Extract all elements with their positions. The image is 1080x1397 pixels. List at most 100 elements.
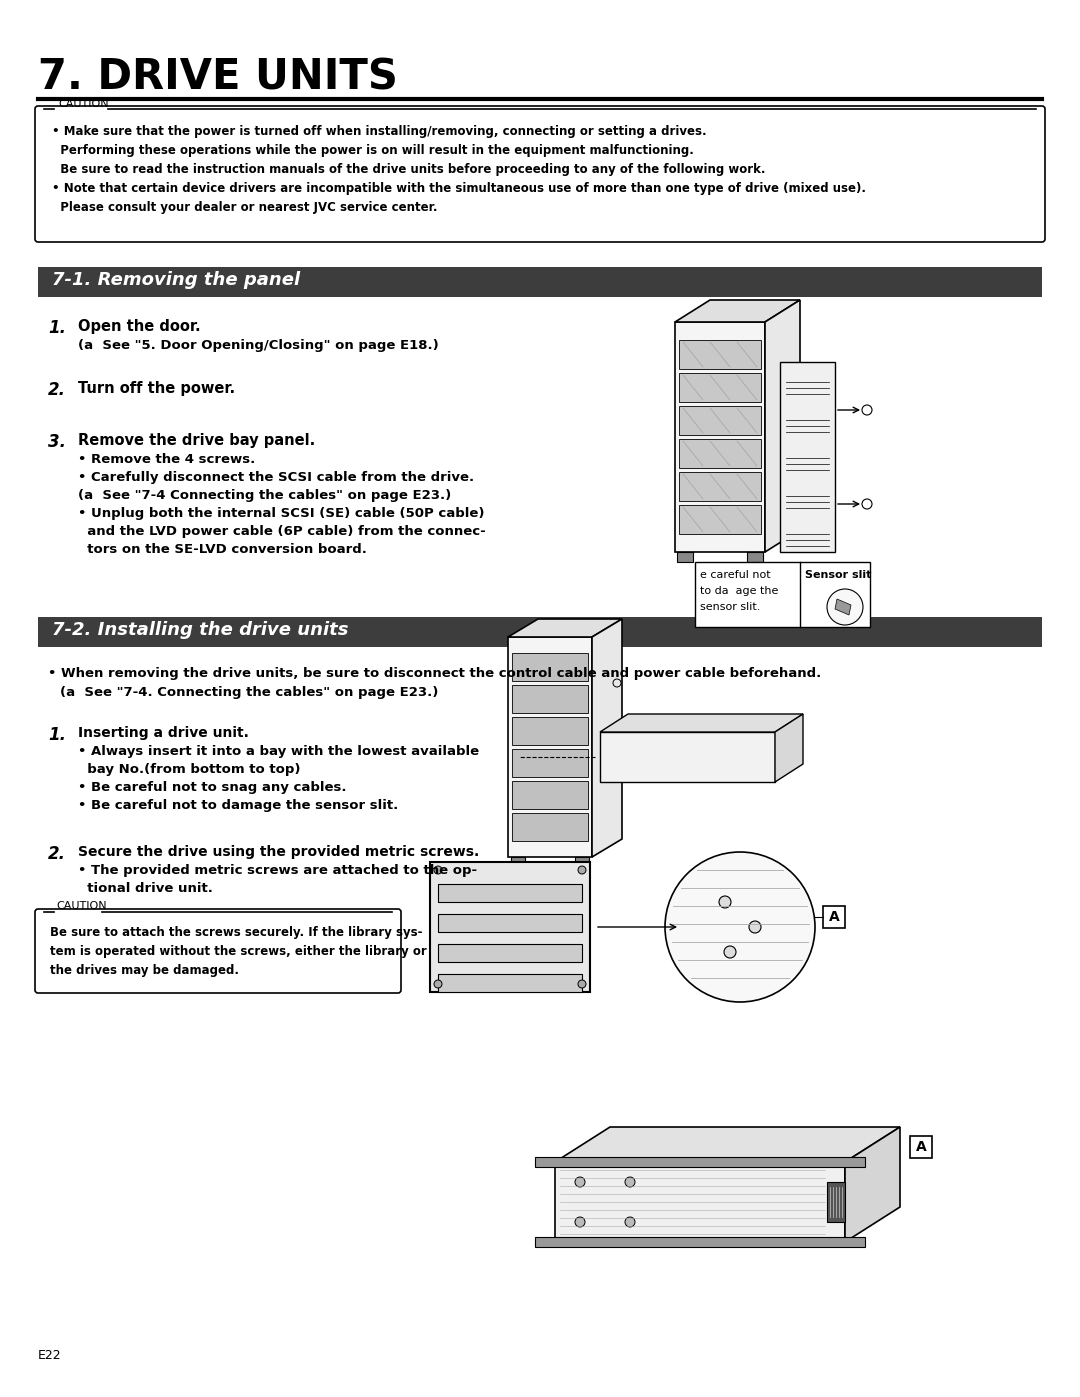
Circle shape xyxy=(665,852,815,1002)
Polygon shape xyxy=(679,504,761,534)
Polygon shape xyxy=(512,781,588,809)
Text: A: A xyxy=(828,909,839,923)
Text: • Be careful not to damage the sensor slit.: • Be careful not to damage the sensor sl… xyxy=(78,799,399,812)
Polygon shape xyxy=(677,552,693,562)
Text: bay No.(from bottom to top): bay No.(from bottom to top) xyxy=(78,763,300,775)
Text: Remove the drive bay panel.: Remove the drive bay panel. xyxy=(78,433,315,448)
Polygon shape xyxy=(679,373,761,402)
FancyBboxPatch shape xyxy=(696,562,870,627)
Polygon shape xyxy=(512,813,588,841)
Text: A: A xyxy=(916,1140,927,1154)
Text: 7-1. Removing the panel: 7-1. Removing the panel xyxy=(52,271,300,289)
FancyBboxPatch shape xyxy=(35,106,1045,242)
Polygon shape xyxy=(600,732,775,782)
Text: 2.: 2. xyxy=(48,845,66,863)
Text: Please consult your dealer or nearest JVC service center.: Please consult your dealer or nearest JV… xyxy=(52,201,437,214)
Polygon shape xyxy=(675,300,800,321)
Polygon shape xyxy=(512,717,588,745)
Text: e careful not: e careful not xyxy=(700,570,771,580)
Polygon shape xyxy=(675,321,765,552)
Circle shape xyxy=(575,1217,585,1227)
Polygon shape xyxy=(575,856,589,865)
Text: to da  age the: to da age the xyxy=(700,585,779,597)
Circle shape xyxy=(578,981,586,988)
Polygon shape xyxy=(535,1157,865,1166)
FancyBboxPatch shape xyxy=(38,617,1042,647)
Circle shape xyxy=(827,590,863,624)
Polygon shape xyxy=(512,749,588,777)
Text: and the LVD power cable (6P cable) from the connec-: and the LVD power cable (6P cable) from … xyxy=(78,525,486,538)
Circle shape xyxy=(625,1217,635,1227)
Polygon shape xyxy=(765,300,800,552)
Text: • Note that certain device drivers are incompatible with the simultaneous use of: • Note that certain device drivers are i… xyxy=(52,182,866,196)
Circle shape xyxy=(434,981,442,988)
Text: Be sure to attach the screws securely. If the library sys-: Be sure to attach the screws securely. I… xyxy=(50,926,422,939)
Text: the drives may be damaged.: the drives may be damaged. xyxy=(50,964,239,977)
Text: (a  See "5. Door Opening/Closing" on page E18.): (a See "5. Door Opening/Closing" on page… xyxy=(78,339,438,352)
Text: • When removing the drive units, be sure to disconnect the control cable and pow: • When removing the drive units, be sure… xyxy=(48,666,821,680)
Polygon shape xyxy=(845,1127,900,1242)
Text: (a  See "7-4 Connecting the cables" on page E23.): (a See "7-4 Connecting the cables" on pa… xyxy=(78,489,451,502)
Polygon shape xyxy=(555,1127,900,1162)
FancyBboxPatch shape xyxy=(430,862,590,992)
Polygon shape xyxy=(555,1162,845,1242)
Polygon shape xyxy=(679,472,761,502)
Polygon shape xyxy=(512,685,588,712)
Polygon shape xyxy=(592,619,622,856)
Circle shape xyxy=(575,1178,585,1187)
Text: Sensor slit: Sensor slit xyxy=(805,570,872,580)
Text: E22: E22 xyxy=(38,1350,62,1362)
FancyBboxPatch shape xyxy=(438,944,582,963)
Text: • Carefully disconnect the SCSI cable from the drive.: • Carefully disconnect the SCSI cable fr… xyxy=(78,471,474,483)
FancyBboxPatch shape xyxy=(438,884,582,902)
Circle shape xyxy=(724,946,735,958)
Text: Secure the drive using the provided metric screws.: Secure the drive using the provided metr… xyxy=(78,845,480,859)
Text: Performing these operations while the power is on will result in the equipment m: Performing these operations while the po… xyxy=(52,144,693,156)
Circle shape xyxy=(434,866,442,875)
Polygon shape xyxy=(775,714,804,782)
Polygon shape xyxy=(600,714,804,732)
Text: • Remove the 4 screws.: • Remove the 4 screws. xyxy=(78,453,255,467)
Text: 2.: 2. xyxy=(48,381,66,400)
Circle shape xyxy=(625,1178,635,1187)
Text: (a  See "7-4. Connecting the cables" on page E23.): (a See "7-4. Connecting the cables" on p… xyxy=(60,686,438,698)
Text: • Always insert it into a bay with the lowest available: • Always insert it into a bay with the l… xyxy=(78,745,480,759)
Polygon shape xyxy=(679,339,761,369)
Text: sensor slit.: sensor slit. xyxy=(700,602,760,612)
Text: CAUTION: CAUTION xyxy=(56,901,107,911)
Circle shape xyxy=(719,895,731,908)
FancyBboxPatch shape xyxy=(910,1136,932,1158)
FancyBboxPatch shape xyxy=(438,914,582,932)
FancyBboxPatch shape xyxy=(438,974,582,992)
Polygon shape xyxy=(747,552,762,562)
Text: • Be careful not to snag any cables.: • Be careful not to snag any cables. xyxy=(78,781,347,793)
Text: 1.: 1. xyxy=(48,319,66,337)
Text: tem is operated without the screws, either the library or: tem is operated without the screws, eith… xyxy=(50,944,427,958)
Text: • The provided metric screws are attached to the op-: • The provided metric screws are attache… xyxy=(78,863,477,877)
Polygon shape xyxy=(512,652,588,680)
Text: Turn off the power.: Turn off the power. xyxy=(78,381,235,395)
Polygon shape xyxy=(511,856,525,865)
Text: 3.: 3. xyxy=(48,433,66,451)
Text: tors on the SE-LVD conversion board.: tors on the SE-LVD conversion board. xyxy=(78,543,367,556)
Text: • Unplug both the internal SCSI (SE) cable (50P cable): • Unplug both the internal SCSI (SE) cab… xyxy=(78,507,485,520)
Polygon shape xyxy=(535,1236,865,1248)
Text: tional drive unit.: tional drive unit. xyxy=(78,882,213,895)
Polygon shape xyxy=(508,637,592,856)
Text: CAUTION: CAUTION xyxy=(58,99,109,109)
Text: Open the door.: Open the door. xyxy=(78,319,201,334)
Polygon shape xyxy=(679,439,761,468)
Text: • Make sure that the power is turned off when installing/removing, connecting or: • Make sure that the power is turned off… xyxy=(52,124,706,138)
Polygon shape xyxy=(780,362,835,552)
Polygon shape xyxy=(679,407,761,434)
Polygon shape xyxy=(835,599,851,615)
Text: Inserting a drive unit.: Inserting a drive unit. xyxy=(78,726,248,740)
FancyBboxPatch shape xyxy=(38,267,1042,298)
Text: 7-2. Installing the drive units: 7-2. Installing the drive units xyxy=(52,622,349,638)
Polygon shape xyxy=(827,1182,845,1222)
FancyBboxPatch shape xyxy=(823,907,845,928)
Polygon shape xyxy=(508,619,622,637)
Text: Be sure to read the instruction manuals of the drive units before proceeding to : Be sure to read the instruction manuals … xyxy=(52,163,766,176)
FancyBboxPatch shape xyxy=(35,909,401,993)
Circle shape xyxy=(578,866,586,875)
